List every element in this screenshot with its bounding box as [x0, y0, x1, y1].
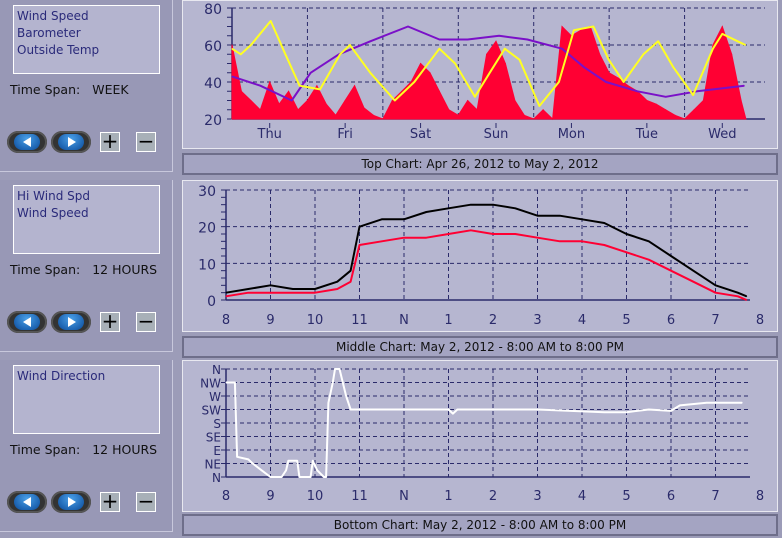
series-item[interactable]: Hi Wind Spd — [17, 189, 90, 203]
right-arrow-icon — [58, 314, 84, 330]
side-panel-top: Wind Speed Barometer Outside Temp Time S… — [0, 0, 173, 172]
next-button[interactable] — [51, 131, 91, 153]
zoom-in-button[interactable]: + — [100, 129, 120, 153]
left-arrow-icon — [14, 314, 40, 330]
time-span-label: Time Span: — [10, 262, 81, 277]
series-list[interactable]: Hi Wind Spd Wind Speed — [13, 185, 160, 254]
time-span-value: 12 HOURS — [92, 442, 158, 457]
top-chart-caption: Top Chart: Apr 26, 2012 to May 2, 2012 — [182, 153, 778, 175]
time-span-label: Time Span: — [10, 82, 81, 97]
time-span-value: 12 HOURS — [92, 262, 158, 277]
left-arrow-icon — [14, 134, 40, 150]
time-span-value: WEEK — [92, 82, 129, 97]
zoom-in-button[interactable]: + — [100, 309, 120, 333]
left-arrow-icon — [14, 494, 40, 510]
series-list[interactable]: Wind Direction — [13, 365, 160, 434]
previous-button[interactable] — [7, 311, 47, 333]
time-span-label: Time Span: — [10, 442, 81, 457]
zoom-out-button[interactable]: − — [136, 309, 156, 333]
time-span: Time Span: 12 HOURS — [10, 262, 157, 277]
series-item[interactable]: Wind Speed — [17, 9, 89, 23]
time-span: Time Span: WEEK — [10, 82, 129, 97]
zoom-in-button[interactable]: + — [100, 489, 120, 513]
series-list[interactable]: Wind Speed Barometer Outside Temp — [13, 5, 160, 74]
previous-button[interactable] — [7, 491, 47, 513]
zoom-out-button[interactable]: − — [136, 489, 156, 513]
top-chart-area — [182, 0, 778, 149]
bottom-chart-caption: Bottom Chart: May 2, 2012 - 8:00 AM to 8… — [182, 514, 778, 536]
series-item[interactable]: Wind Direction — [17, 369, 106, 383]
series-item[interactable]: Barometer — [17, 26, 81, 40]
middle-chart-caption: Middle Chart: May 2, 2012 - 8:00 AM to 8… — [182, 336, 778, 358]
next-button[interactable] — [51, 311, 91, 333]
previous-button[interactable] — [7, 131, 47, 153]
middle-chart-area — [182, 180, 778, 332]
right-arrow-icon — [58, 494, 84, 510]
series-item[interactable]: Outside Temp — [17, 43, 100, 57]
right-arrow-icon — [58, 134, 84, 150]
time-span: Time Span: 12 HOURS — [10, 442, 157, 457]
series-item[interactable]: Wind Speed — [17, 206, 89, 220]
side-panel-middle: Hi Wind Spd Wind Speed Time Span: 12 HOUR… — [0, 180, 173, 352]
side-panel-bottom: Wind Direction Time Span: 12 HOURS + − — [0, 360, 173, 532]
next-button[interactable] — [51, 491, 91, 513]
bottom-chart-area — [182, 360, 778, 512]
zoom-out-button[interactable]: − — [136, 129, 156, 153]
